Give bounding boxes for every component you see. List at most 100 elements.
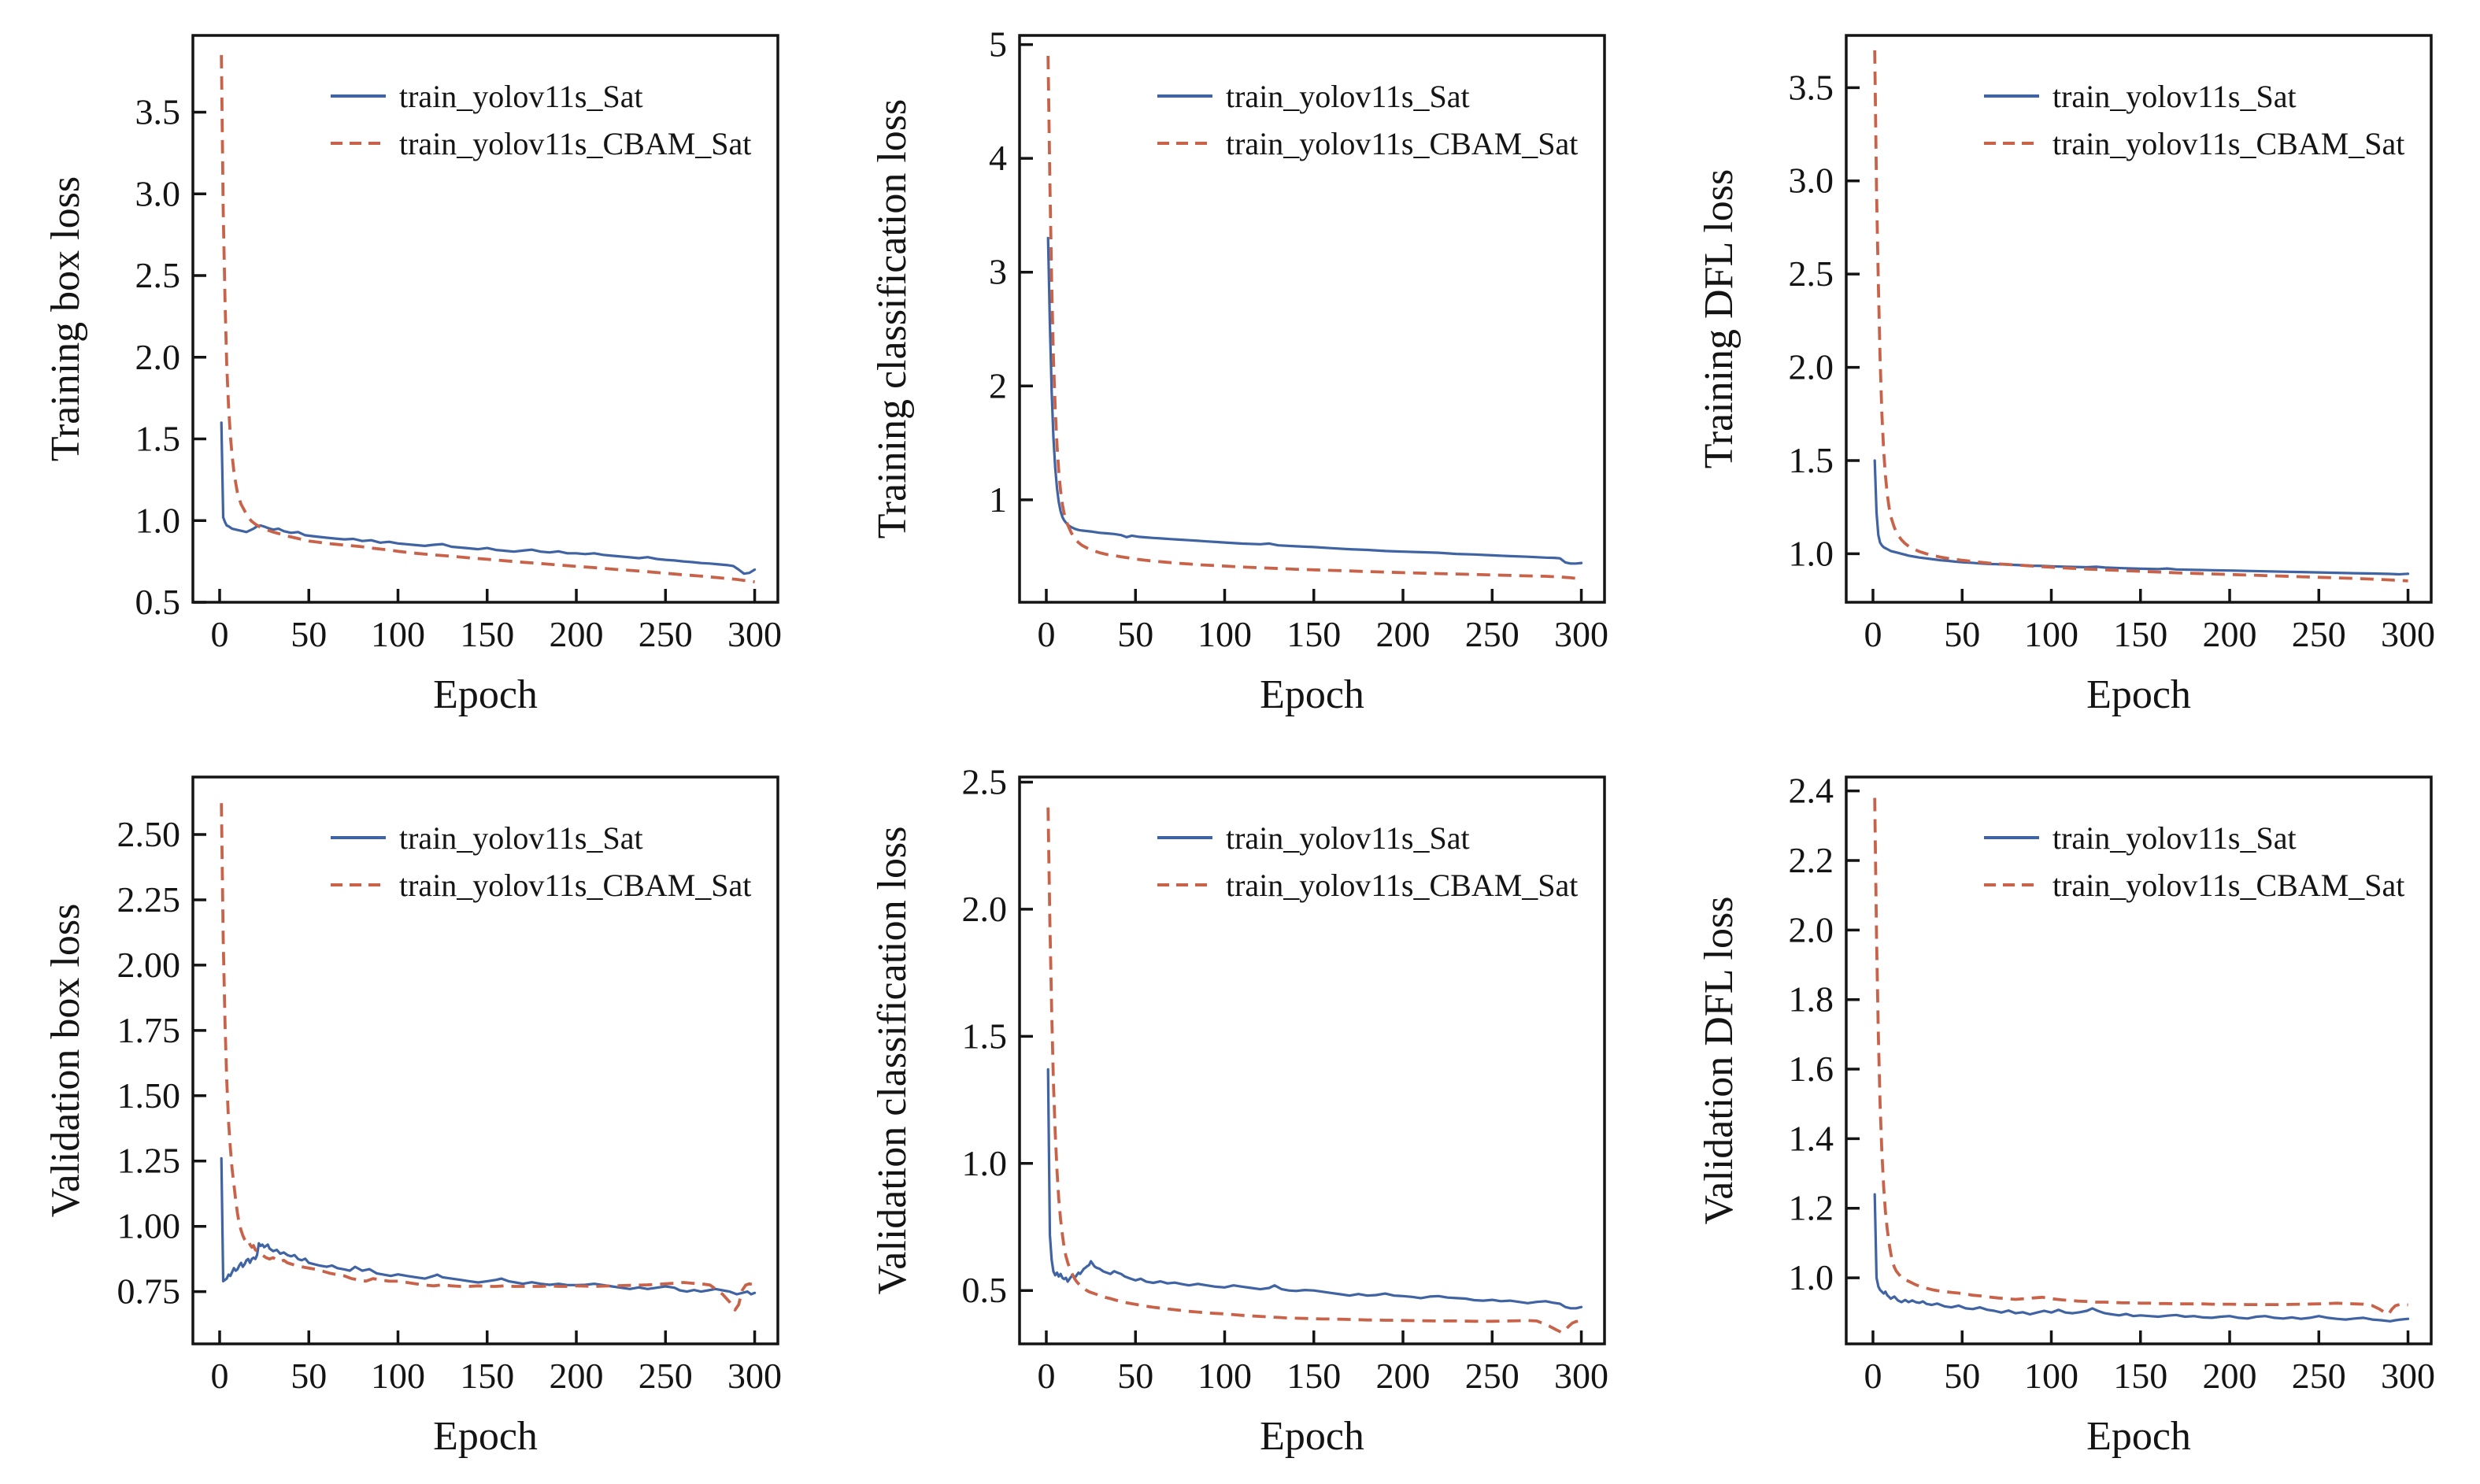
x-tick-label: 150 (2113, 614, 2167, 654)
legend-entry-label: train_yolov11s_CBAM_Sat (1226, 126, 1578, 161)
x-tick-label: 200 (550, 614, 604, 654)
series-line-train_yolov11s_CBAM_Sat (1046, 807, 1582, 1334)
chart-validation-box-loss: 0 50 100 150 200 250 300 0.75 1.00 1.25 1.50 1.75 2.… (43, 775, 782, 1459)
y-axis-title: Validation classification loss (870, 826, 915, 1294)
x-tick-label: 0 (1037, 1356, 1055, 1396)
x-tick-label: 150 (1286, 1356, 1341, 1396)
y-tick-label: 3.0 (135, 173, 181, 213)
x-tick-label: 50 (1117, 614, 1153, 654)
y-tick-label: 1.5 (962, 1016, 1008, 1056)
subplot-training-box-loss: 0 50 100 150 200 250 300 0.5 1.0 1.5 2.0 2.5 3.0 3.5 E… (0, 0, 827, 742)
legend-entry-label: train_yolov11s_Sat (2052, 79, 2297, 114)
y-tick-label: 3 (989, 252, 1007, 292)
x-tick-label: 250 (639, 614, 693, 654)
x-tick-label: 200 (1376, 1356, 1431, 1396)
plot-frame (191, 34, 779, 604)
legend-entry-label: train_yolov11s_Sat (399, 79, 643, 114)
x-tick-label: 50 (1944, 614, 1980, 654)
series-line-train_yolov11s_Sat (1046, 1068, 1583, 1310)
plot-frame (1845, 34, 2433, 604)
x-tick-label: 100 (371, 1356, 425, 1396)
x-axis-title: Epoch (433, 672, 538, 717)
x-tick-label: 250 (639, 1356, 693, 1396)
y-tick-label: 2.5 (135, 255, 181, 295)
legend-entry-label: train_yolov11s_CBAM_Sat (399, 126, 751, 161)
x-tick-label: 100 (1197, 614, 1252, 654)
x-axis-title: Epoch (2086, 1414, 2191, 1459)
y-tick-label: 1 (989, 479, 1007, 520)
y-axis-title: Validation box loss (43, 904, 88, 1218)
y-tick-label: 2.5 (962, 761, 1008, 801)
series-line-train_yolov11s_Sat (1046, 236, 1583, 565)
plot-frame (1845, 775, 2433, 1345)
chart-training-classification-loss: 0 50 100 150 200 250 300 1 2 3 4 5 Epoch Training cla… (870, 24, 1608, 717)
legend-entry-label: train_yolov11s_CBAM_Sat (1226, 868, 1578, 903)
subplot-validation-box-loss: 0 50 100 150 200 250 300 0.75 1.00 1.25 1.50 1.75 2.… (0, 742, 827, 1483)
series-line-train_yolov11s_CBAM_Sat (1873, 50, 2408, 583)
x-tick-label: 50 (291, 1356, 327, 1396)
legend-entry-label: train_yolov11s_Sat (1226, 820, 1470, 856)
y-axis-title: Training box loss (43, 176, 88, 461)
y-tick-label: 2.4 (1789, 771, 1834, 811)
legend-entry-label: train_yolov11s_CBAM_Sat (399, 868, 751, 903)
series-line-train_yolov11s_CBAM_Sat (220, 54, 755, 583)
legend-entry-label: train_yolov11s_CBAM_Sat (2052, 126, 2404, 161)
legend-entry-label: train_yolov11s_Sat (399, 820, 643, 856)
plot-frame (1018, 775, 1606, 1345)
series-line-train_yolov11s_CBAM_Sat (1873, 798, 2408, 1316)
y-tick-label: 3.5 (1789, 67, 1834, 107)
x-tick-label: 300 (2381, 614, 2435, 654)
y-tick-label: 2.50 (117, 814, 181, 854)
chart-validation-classification-loss: 0 50 100 150 200 250 300 0.5 1.0 1.5 2.0 2.5 Epoch Va… (870, 761, 1608, 1459)
series-line-train_yolov11s_Sat (1873, 1193, 2410, 1323)
series-line-train_yolov11s_Sat (1873, 459, 2410, 576)
x-tick-label: 200 (1376, 614, 1431, 654)
legend-entry-label: train_yolov11s_CBAM_Sat (2052, 868, 2404, 903)
chart-training-box-loss: 0 50 100 150 200 250 300 0.5 1.0 1.5 2.0 2.5 3.0 3.5 E… (43, 34, 782, 717)
y-tick-label: 2.0 (962, 889, 1008, 929)
y-tick-label: 2.0 (135, 337, 181, 377)
y-tick-label: 0.5 (962, 1270, 1008, 1310)
x-axis-title: Epoch (1260, 672, 1364, 717)
x-tick-label: 0 (1037, 614, 1055, 654)
x-tick-label: 200 (2203, 614, 2257, 654)
x-tick-label: 0 (1864, 614, 1882, 654)
y-tick-label: 1.0 (135, 500, 181, 540)
x-tick-label: 150 (460, 1356, 514, 1396)
y-tick-label: 1.5 (1789, 440, 1834, 480)
x-tick-label: 150 (2113, 1356, 2167, 1396)
x-tick-label: 300 (1554, 614, 1608, 654)
y-tick-label: 1.5 (135, 419, 181, 459)
x-tick-label: 100 (371, 614, 425, 654)
legend-entry-label: train_yolov11s_Sat (1226, 79, 1470, 114)
subplot-training-classification-loss: 0 50 100 150 200 250 300 1 2 3 4 5 Epoch Training cla… (827, 0, 1653, 742)
y-tick-label: 1.50 (117, 1075, 181, 1116)
x-tick-label: 0 (210, 614, 228, 654)
x-axis-title: Epoch (2086, 672, 2191, 717)
subplot-training-dfl-loss: 0 50 100 150 200 250 300 1.0 1.5 2.0 2.5 3.0 3.5 Epoc… (1653, 0, 2480, 742)
x-axis-title: Epoch (1260, 1414, 1364, 1459)
y-tick-label: 1.0 (1789, 533, 1834, 573)
x-tick-label: 250 (1465, 1356, 1519, 1396)
y-tick-label: 1.6 (1789, 1049, 1834, 1089)
x-tick-label: 150 (460, 614, 514, 654)
y-tick-label: 0.5 (135, 582, 181, 622)
y-tick-label: 1.75 (117, 1010, 181, 1050)
y-tick-label: 2.5 (1789, 254, 1834, 294)
y-tick-label: 1.0 (962, 1143, 1008, 1183)
x-tick-label: 200 (550, 1356, 604, 1396)
x-tick-label: 300 (1554, 1356, 1608, 1396)
x-tick-label: 50 (291, 614, 327, 654)
x-tick-label: 250 (2292, 614, 2346, 654)
y-tick-label: 3.0 (1789, 161, 1834, 201)
y-tick-label: 1.25 (117, 1141, 181, 1181)
plot-frame (191, 775, 779, 1345)
series-line-train_yolov11s_Sat (220, 1156, 757, 1296)
x-tick-label: 0 (210, 1356, 228, 1396)
chart-training-dfl-loss: 0 50 100 150 200 250 300 1.0 1.5 2.0 2.5 3.0 3.5 Epoc… (1697, 34, 2435, 717)
x-tick-label: 150 (1286, 614, 1341, 654)
legend-entry-label: train_yolov11s_Sat (2052, 820, 2297, 856)
x-axis-title: Epoch (433, 1414, 538, 1459)
y-tick-label: 2.0 (1789, 909, 1834, 949)
y-tick-label: 2.00 (117, 945, 181, 985)
